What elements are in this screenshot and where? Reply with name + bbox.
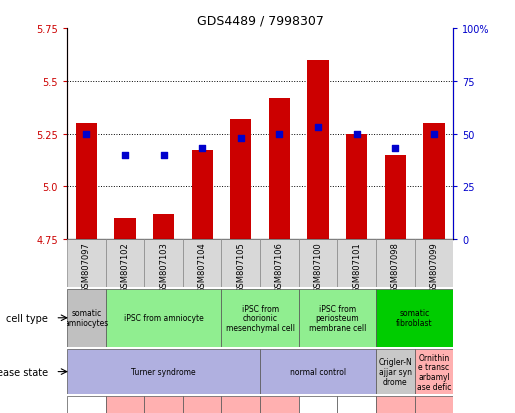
Bar <box>106 240 144 287</box>
Text: iPSC from
periosteum
membrane cell: iPSC from periosteum membrane cell <box>308 304 366 332</box>
Text: GSM807101: GSM807101 <box>352 242 361 292</box>
Text: Crigler-N
ajjar syn
drome: Crigler-N ajjar syn drome <box>379 358 412 386</box>
Bar <box>415 396 453 413</box>
Bar <box>346 134 367 240</box>
Text: GSM807100: GSM807100 <box>314 242 322 292</box>
Bar <box>376 349 415 394</box>
Bar <box>221 240 260 287</box>
Bar <box>269 98 290 240</box>
Bar <box>299 289 376 347</box>
Bar <box>376 289 453 347</box>
Text: normal control: normal control <box>290 367 346 376</box>
Bar <box>415 349 453 394</box>
Bar <box>67 240 106 287</box>
Text: iPSC from
chorionic
mesenchymal cell: iPSC from chorionic mesenchymal cell <box>226 304 295 332</box>
Bar <box>106 396 144 413</box>
Bar <box>299 396 337 413</box>
Point <box>198 146 206 152</box>
Bar <box>67 349 260 394</box>
Bar <box>260 240 299 287</box>
Point <box>236 135 245 142</box>
Bar <box>144 396 183 413</box>
Text: GSM807105: GSM807105 <box>236 242 245 292</box>
Text: somatic
fibroblast: somatic fibroblast <box>396 309 433 328</box>
Bar <box>144 240 183 287</box>
Point <box>121 152 129 159</box>
Point <box>391 146 400 152</box>
Text: GSM807104: GSM807104 <box>198 242 207 292</box>
Text: somatic
amniocytes: somatic amniocytes <box>64 309 108 328</box>
Bar <box>415 240 453 287</box>
Point <box>275 131 283 138</box>
Text: Ornithin
e transc
arbamyl
ase defic: Ornithin e transc arbamyl ase defic <box>417 353 451 391</box>
Text: iPSC from amniocyte: iPSC from amniocyte <box>124 313 203 323</box>
Text: Turner syndrome: Turner syndrome <box>131 367 196 376</box>
Text: GSM807102: GSM807102 <box>121 242 129 292</box>
Bar <box>307 61 329 240</box>
Bar <box>299 240 337 287</box>
Bar <box>337 240 376 287</box>
Bar <box>337 396 376 413</box>
Point <box>82 131 91 138</box>
Bar <box>376 240 415 287</box>
Bar <box>67 289 106 347</box>
Bar <box>385 155 406 240</box>
Text: disease state: disease state <box>0 367 47 377</box>
Text: CMC-iP
S-C28P
20: CMC-iP S-C28P 20 <box>267 412 291 413</box>
Bar <box>192 151 213 240</box>
Text: cell type: cell type <box>6 313 47 323</box>
Bar <box>230 119 251 240</box>
Bar <box>76 124 97 240</box>
Bar <box>221 396 260 413</box>
Point <box>159 152 167 159</box>
Bar <box>114 218 135 240</box>
Bar <box>153 214 174 240</box>
Point <box>430 131 438 138</box>
Text: GSM807099: GSM807099 <box>430 242 438 292</box>
Bar <box>376 396 415 413</box>
Bar <box>106 289 221 347</box>
Bar <box>260 349 376 394</box>
Point <box>314 125 322 131</box>
Bar <box>67 396 106 413</box>
Point <box>352 131 360 138</box>
Bar <box>423 124 444 240</box>
Text: GSM807106: GSM807106 <box>275 242 284 293</box>
Text: GSM807098: GSM807098 <box>391 242 400 293</box>
Title: GDS4489 / 7998307: GDS4489 / 7998307 <box>197 15 323 28</box>
Bar <box>260 396 299 413</box>
Bar <box>183 240 221 287</box>
Bar <box>183 396 221 413</box>
Bar <box>221 289 299 347</box>
Text: GSM807097: GSM807097 <box>82 242 91 293</box>
Text: GSM807103: GSM807103 <box>159 242 168 293</box>
